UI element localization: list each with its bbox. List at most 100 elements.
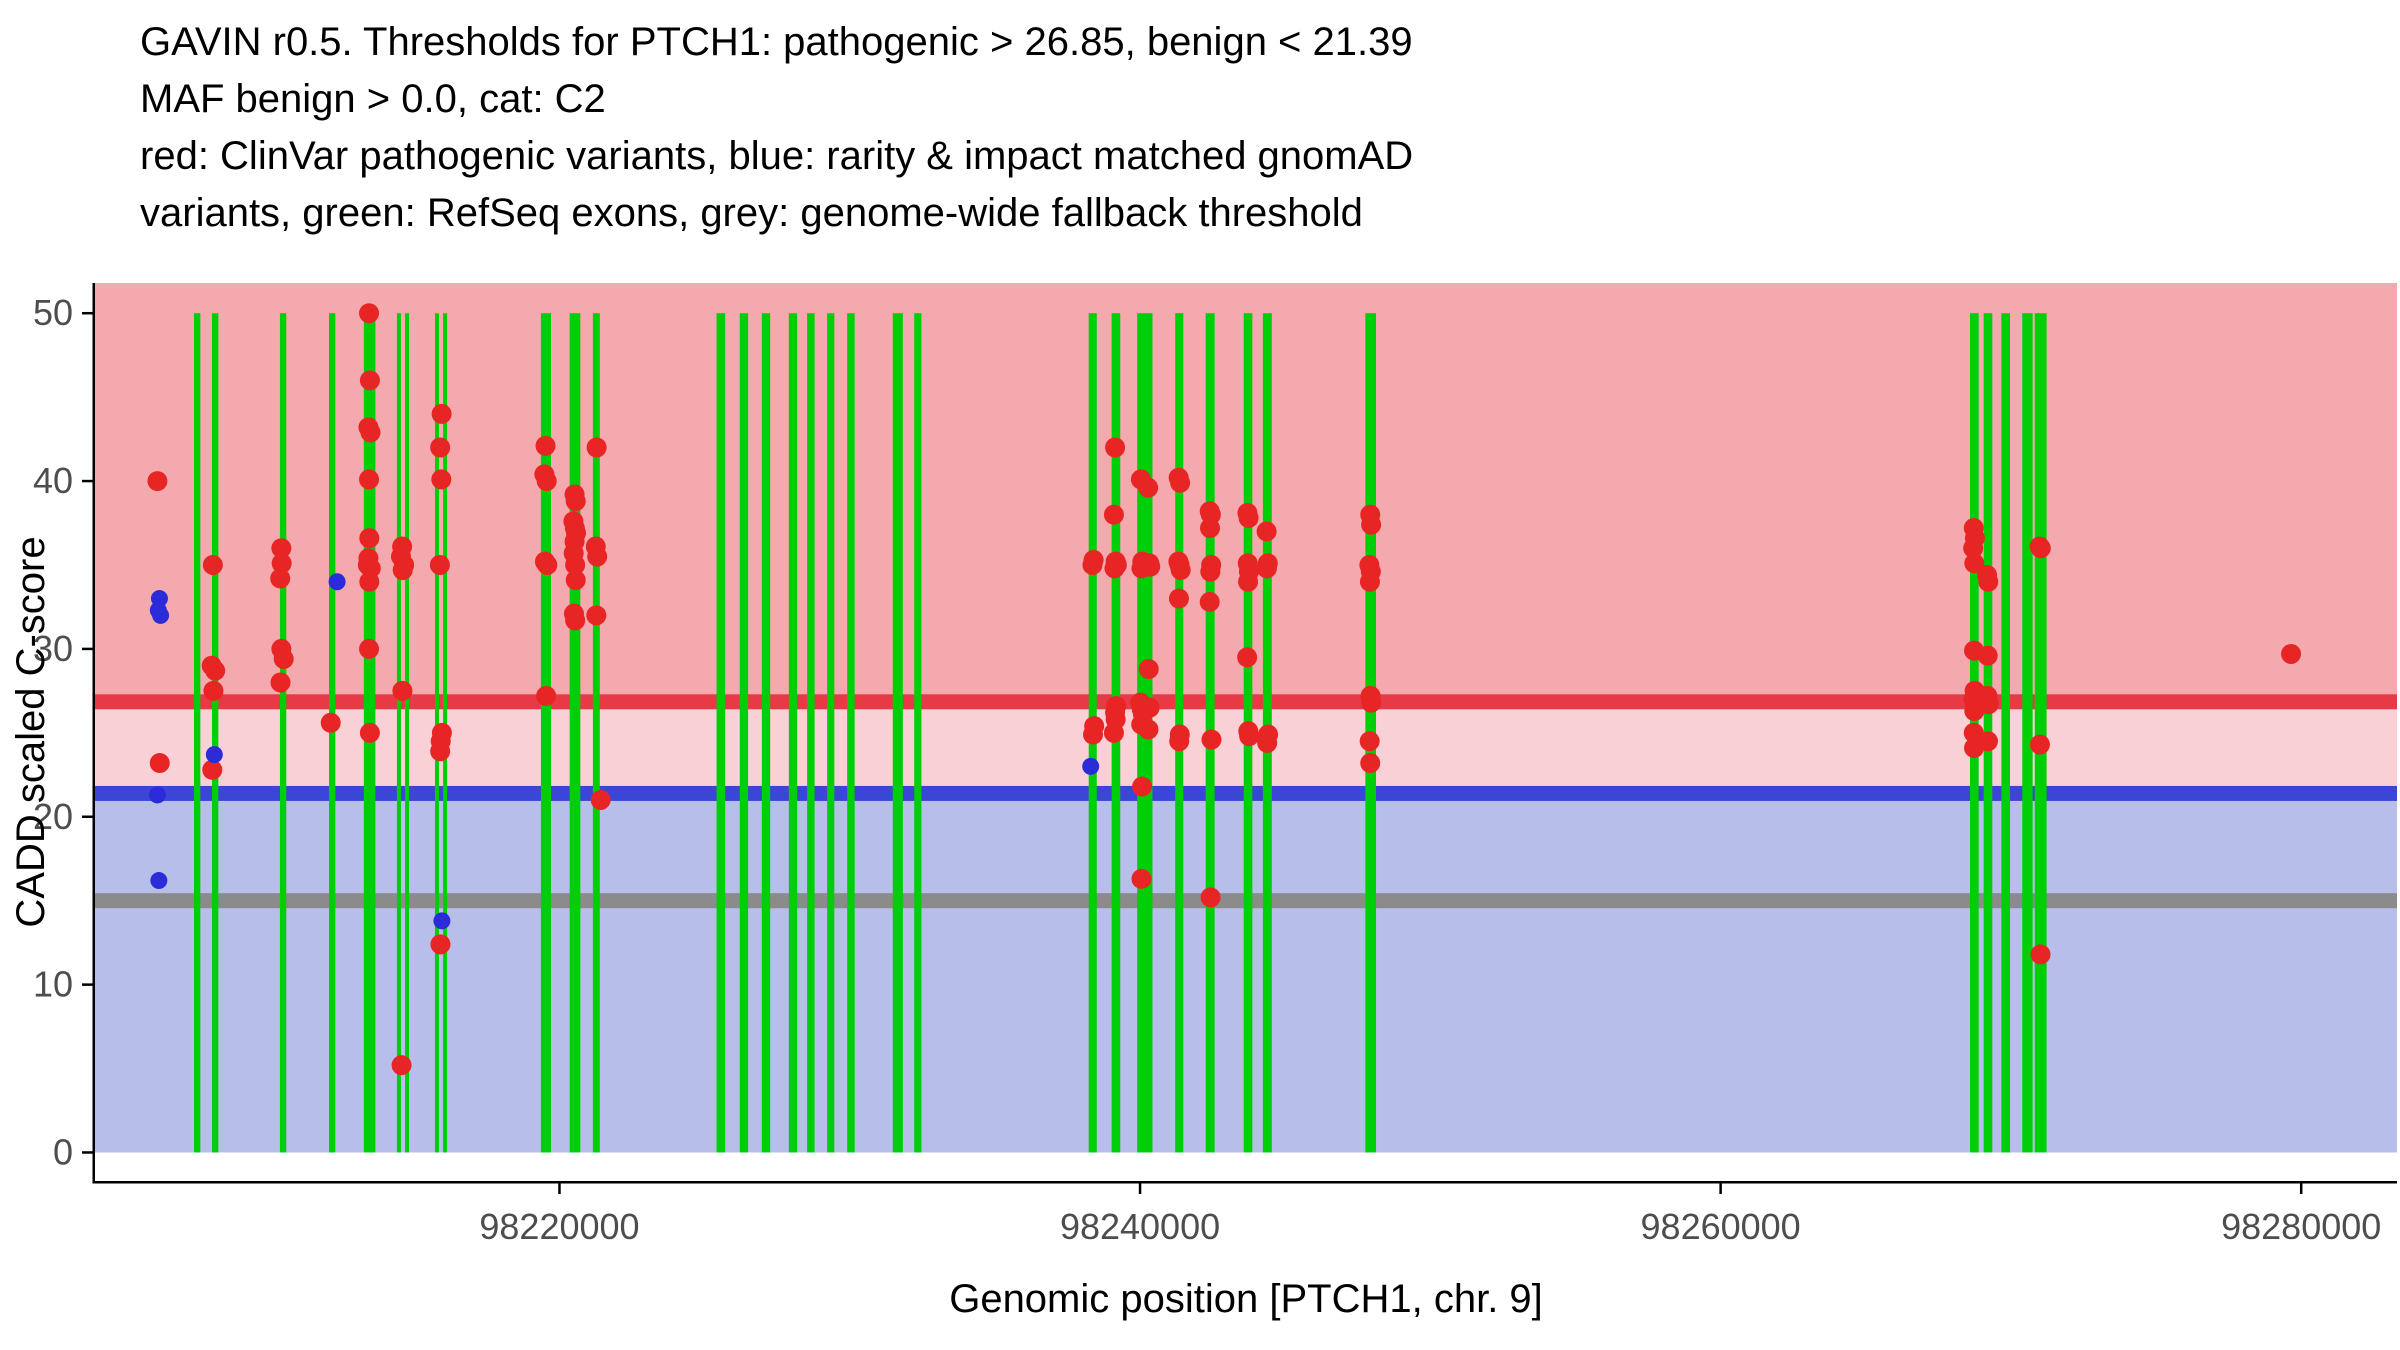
clinvar-variant-point	[2281, 643, 2302, 664]
exon-line	[2022, 313, 2033, 1153]
y-tick-mark	[82, 311, 93, 315]
clinvar-variant-point	[587, 546, 608, 567]
clinvar-variant-point	[1361, 692, 1382, 713]
clinvar-variant-point	[359, 722, 380, 743]
clinvar-variant-point	[1168, 588, 1189, 609]
exon-line	[212, 313, 219, 1153]
clinvar-variant-point	[205, 660, 226, 681]
clinvar-variant-point	[271, 538, 292, 559]
y-axis-title: CADD scaled C-score	[9, 536, 53, 927]
y-tick-mark	[82, 983, 93, 986]
clinvar-variant-point	[1082, 554, 1103, 575]
clinvar-variant-point	[1103, 504, 1124, 525]
exon-line	[914, 313, 922, 1153]
clinvar-variant-point	[359, 528, 380, 549]
clinvar-variant-point	[1963, 538, 1984, 559]
clinvar-variant-point	[1964, 737, 1985, 758]
gnomad-variant-point	[150, 872, 168, 890]
exon-line	[807, 313, 815, 1153]
exon-line	[847, 313, 855, 1153]
clinvar-variant-point	[1201, 729, 1222, 750]
clinvar-variant-point	[1170, 560, 1191, 581]
exon-line	[788, 313, 798, 1153]
clinvar-variant-point	[320, 712, 341, 733]
clinvar-variant-point	[1238, 571, 1259, 592]
clinvar-variant-point	[1360, 753, 1381, 774]
clinvar-variant-point	[1105, 437, 1126, 458]
clinvar-variant-point	[203, 680, 224, 701]
title-line-3: red: ClinVar pathogenic variants, blue: …	[140, 134, 1414, 178]
clinvar-variant-point	[2030, 538, 2051, 559]
gnomad-variant-point	[1082, 757, 1100, 775]
clinvar-variant-point	[431, 469, 452, 490]
title-line-4: variants, green: RefSeq exons, grey: gen…	[140, 191, 1363, 235]
exon-boundary-line	[396, 313, 401, 1153]
clinvar-variant-point	[2029, 734, 2050, 755]
clinvar-variant-point	[270, 672, 291, 693]
clinvar-variant-point	[359, 638, 380, 659]
clinvar-variant-point	[590, 789, 611, 810]
clinvar-variant-point	[1138, 719, 1159, 740]
y-tick-mark	[82, 479, 93, 483]
y-tick-mark	[82, 815, 93, 819]
clinvar-variant-point	[1169, 731, 1190, 752]
x-tick-label: 98220000	[479, 1206, 639, 1247]
clinvar-variant-point	[273, 648, 294, 669]
clinvar-variant-point	[1138, 477, 1159, 498]
clinvar-variant-point	[1964, 553, 1985, 574]
x-tick-mark	[1719, 1183, 1722, 1194]
x-tick-mark	[558, 1183, 561, 1194]
x-tick-label: 98280000	[2221, 1206, 2381, 1247]
clinvar-variant-point	[149, 753, 170, 774]
clinvar-variant-point	[1200, 518, 1221, 539]
gnomad-variant-point	[328, 573, 346, 591]
exon-line	[279, 313, 287, 1153]
x-tick-mark	[1138, 1183, 1142, 1194]
clinvar-variant-point	[1104, 558, 1125, 579]
clinvar-variant-point	[565, 610, 586, 631]
exon-line	[329, 313, 336, 1153]
clinvar-variant-point	[1359, 731, 1380, 752]
clinvar-variant-point	[392, 680, 413, 701]
clinvar-variant-point	[360, 422, 381, 443]
exon-line	[2034, 313, 2047, 1153]
title-line-2: MAF benign > 0.0, cat: C2	[140, 77, 606, 121]
exon-line	[716, 313, 726, 1153]
clinvar-variant-point	[359, 303, 380, 324]
clinvar-variant-point	[202, 554, 223, 575]
clinvar-variant-point	[1170, 472, 1191, 493]
clinvar-variant-point	[430, 437, 451, 458]
exon-line	[892, 313, 903, 1153]
clinvar-variant-point	[1131, 868, 1152, 889]
y-tick-label: 10	[33, 964, 73, 1005]
gnomad-variant-point	[205, 746, 223, 764]
clinvar-variant-point	[1238, 507, 1259, 528]
exon-line	[540, 313, 552, 1153]
clinvar-variant-point	[270, 568, 291, 589]
clinvar-variant-point	[1139, 697, 1160, 718]
clinvar-variant-point	[1964, 701, 1985, 722]
x-tick-label: 98240000	[1060, 1206, 1220, 1247]
exon-line	[2001, 313, 2011, 1153]
exon-line	[569, 313, 581, 1153]
clinvar-variant-point	[1200, 887, 1221, 908]
clinvar-variant-point	[1256, 521, 1277, 542]
clinvar-variant-point	[1359, 571, 1380, 592]
exon-line	[761, 313, 771, 1153]
clinvar-variant-point	[1361, 514, 1382, 535]
clinvar-variant-point	[1199, 591, 1220, 612]
clinvar-variant-point	[271, 553, 292, 574]
clinvar-variant-point	[391, 1055, 412, 1076]
title-line-1: GAVIN r0.5. Thresholds for PTCH1: pathog…	[140, 20, 1413, 64]
clinvar-variant-point	[1256, 558, 1277, 579]
clinvar-variant-point	[359, 571, 380, 592]
x-axis-title: Genomic position [PTCH1, chr. 9]	[949, 1277, 1543, 1321]
exon-line	[739, 313, 749, 1153]
clinvar-variant-point	[430, 934, 451, 955]
x-tick-label: 98260000	[1641, 1206, 1801, 1247]
clinvar-variant-point	[1237, 647, 1258, 668]
clinvar-variant-point	[586, 437, 607, 458]
y-tick-label: 20	[33, 796, 73, 837]
